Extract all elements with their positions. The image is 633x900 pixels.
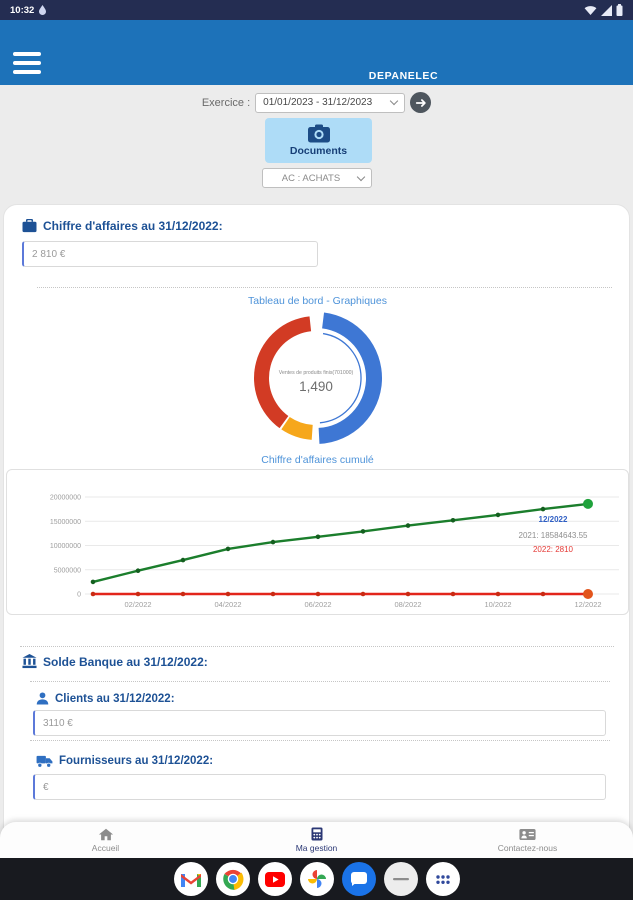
svg-text:06/2022: 06/2022 <box>304 600 331 609</box>
section-title: Solde Banque au 31/12/2022: <box>43 654 208 669</box>
clients-input[interactable] <box>33 710 606 736</box>
briefcase-icon <box>22 219 37 233</box>
solde-banque-header: Solde Banque au 31/12/2022: <box>22 654 208 669</box>
journal-select[interactable]: AC : ACHATS <box>262 168 372 188</box>
journal-value: AC : ACHATS <box>281 172 341 184</box>
chevron-down-icon <box>356 172 366 181</box>
nav-item-accueil[interactable]: Accueil <box>0 822 211 858</box>
truck-icon <box>36 755 53 768</box>
documents-label: Documents <box>289 145 348 157</box>
nav-label: Ma gestion <box>295 843 338 853</box>
nav-label: Contactez-nous <box>497 842 558 853</box>
line-chart-title: Chiffre d'affaires cumulé <box>261 454 374 466</box>
filter-band: Exercice : 01/01/2023 - 31/12/2023 Docum… <box>0 85 633 204</box>
donut-chart[interactable]: Ventes de produits finis(701000) 1,490 <box>246 308 386 448</box>
nav-item-contactez-nous[interactable]: Contactez-nous <box>422 822 633 858</box>
person-icon <box>36 692 49 705</box>
calculator-icon <box>311 827 322 841</box>
all-apps-grid-icon[interactable] <box>425 862 460 896</box>
nav-label: Accueil <box>91 842 120 853</box>
clients-header: Clients au 31/12/2022: <box>36 692 175 705</box>
dock <box>0 858 633 900</box>
svg-text:2022: 2810: 2022: 2810 <box>533 545 574 554</box>
dotted-divider <box>30 681 610 682</box>
dotted-divider <box>20 646 614 647</box>
fournisseurs-header: Fournisseurs au 31/12/2022: <box>36 754 213 768</box>
documents-button[interactable]: Documents <box>265 118 372 163</box>
app-header: DEPANELEC <box>0 20 633 85</box>
page-title: DEPANELEC <box>368 70 439 82</box>
youtube-icon[interactable] <box>257 862 292 896</box>
contact-card-icon <box>519 828 536 840</box>
dashboard-graphs-link[interactable]: Tableau de bord - Graphiques <box>248 295 387 307</box>
svg-text:0: 0 <box>77 592 81 599</box>
svg-text:12/2022: 12/2022 <box>539 515 568 524</box>
content-card: Chiffre d'affaires au 31/12/2022: Tablea… <box>3 204 630 900</box>
exercice-label: Exercice : <box>201 96 251 109</box>
status-bar: 10:32 <box>0 0 633 20</box>
svg-text:10000000: 10000000 <box>50 543 81 550</box>
signal-icon <box>601 4 612 16</box>
fournisseurs-input[interactable] <box>33 774 606 800</box>
battery-icon <box>616 4 623 16</box>
dotted-divider <box>37 287 612 288</box>
menu-button[interactable] <box>13 52 41 74</box>
svg-text:12/2022: 12/2022 <box>574 600 601 609</box>
svg-text:Ventes de produits finis(70100: Ventes de produits finis(701000) <box>279 370 354 376</box>
arrow-right-icon <box>415 98 426 107</box>
svg-text:20000000: 20000000 <box>50 495 81 502</box>
section-title: Clients au 31/12/2022: <box>55 692 175 705</box>
exercice-value: 01/01/2023 - 31/12/2023 <box>263 97 373 108</box>
svg-text:04/2022: 04/2022 <box>214 600 241 609</box>
svg-text:02/2022: 02/2022 <box>124 600 151 609</box>
notification-drop-icon <box>39 5 47 15</box>
svg-text:1,490: 1,490 <box>299 379 333 394</box>
section-title: Fournisseurs au 31/12/2022: <box>59 755 214 767</box>
clock: 10:32 <box>10 4 35 16</box>
line-chart[interactable]: 20000000 15000000 10000000 5000000 0 02/2022 0… <box>7 470 628 614</box>
camera-icon <box>307 124 330 143</box>
svg-text:08/2022: 08/2022 <box>394 600 421 609</box>
gmail-icon[interactable] <box>173 862 208 896</box>
nav-item-ma-gestion[interactable]: Ma gestion <box>211 822 422 858</box>
go-arrow-button[interactable] <box>410 92 432 113</box>
google-photos-icon[interactable] <box>299 862 334 896</box>
messages-icon[interactable] <box>341 862 376 896</box>
bottom-nav: Accueil Ma gestion Contactez-nous <box>0 822 633 858</box>
unknown-app-icon[interactable] <box>383 862 418 896</box>
exercice-select[interactable]: 01/01/2023 - 31/12/2023 <box>255 92 406 113</box>
chrome-icon[interactable] <box>215 862 250 896</box>
section-title: Chiffre d'affaires au 31/12/2022: <box>43 219 223 233</box>
line-chart-card: 20000000 15000000 10000000 5000000 0 02/2022 0… <box>6 469 629 615</box>
svg-text:10/2022: 10/2022 <box>484 600 511 609</box>
wifi-icon <box>584 5 597 15</box>
svg-text:5000000: 5000000 <box>54 567 81 574</box>
svg-text:2021: 18584643.55: 2021: 18584643.55 <box>519 531 589 540</box>
chiffre-affaires-header: Chiffre d'affaires au 31/12/2022: <box>22 219 223 233</box>
bank-icon <box>22 654 37 669</box>
home-icon <box>98 828 113 840</box>
dotted-divider <box>30 740 610 741</box>
svg-text:15000000: 15000000 <box>50 519 81 526</box>
chiffre-affaires-input[interactable] <box>22 241 318 267</box>
chevron-down-icon <box>389 96 399 106</box>
